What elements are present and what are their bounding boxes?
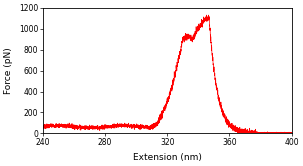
X-axis label: Extension (nm): Extension (nm) — [133, 153, 202, 162]
Y-axis label: Force (pN): Force (pN) — [4, 47, 13, 94]
